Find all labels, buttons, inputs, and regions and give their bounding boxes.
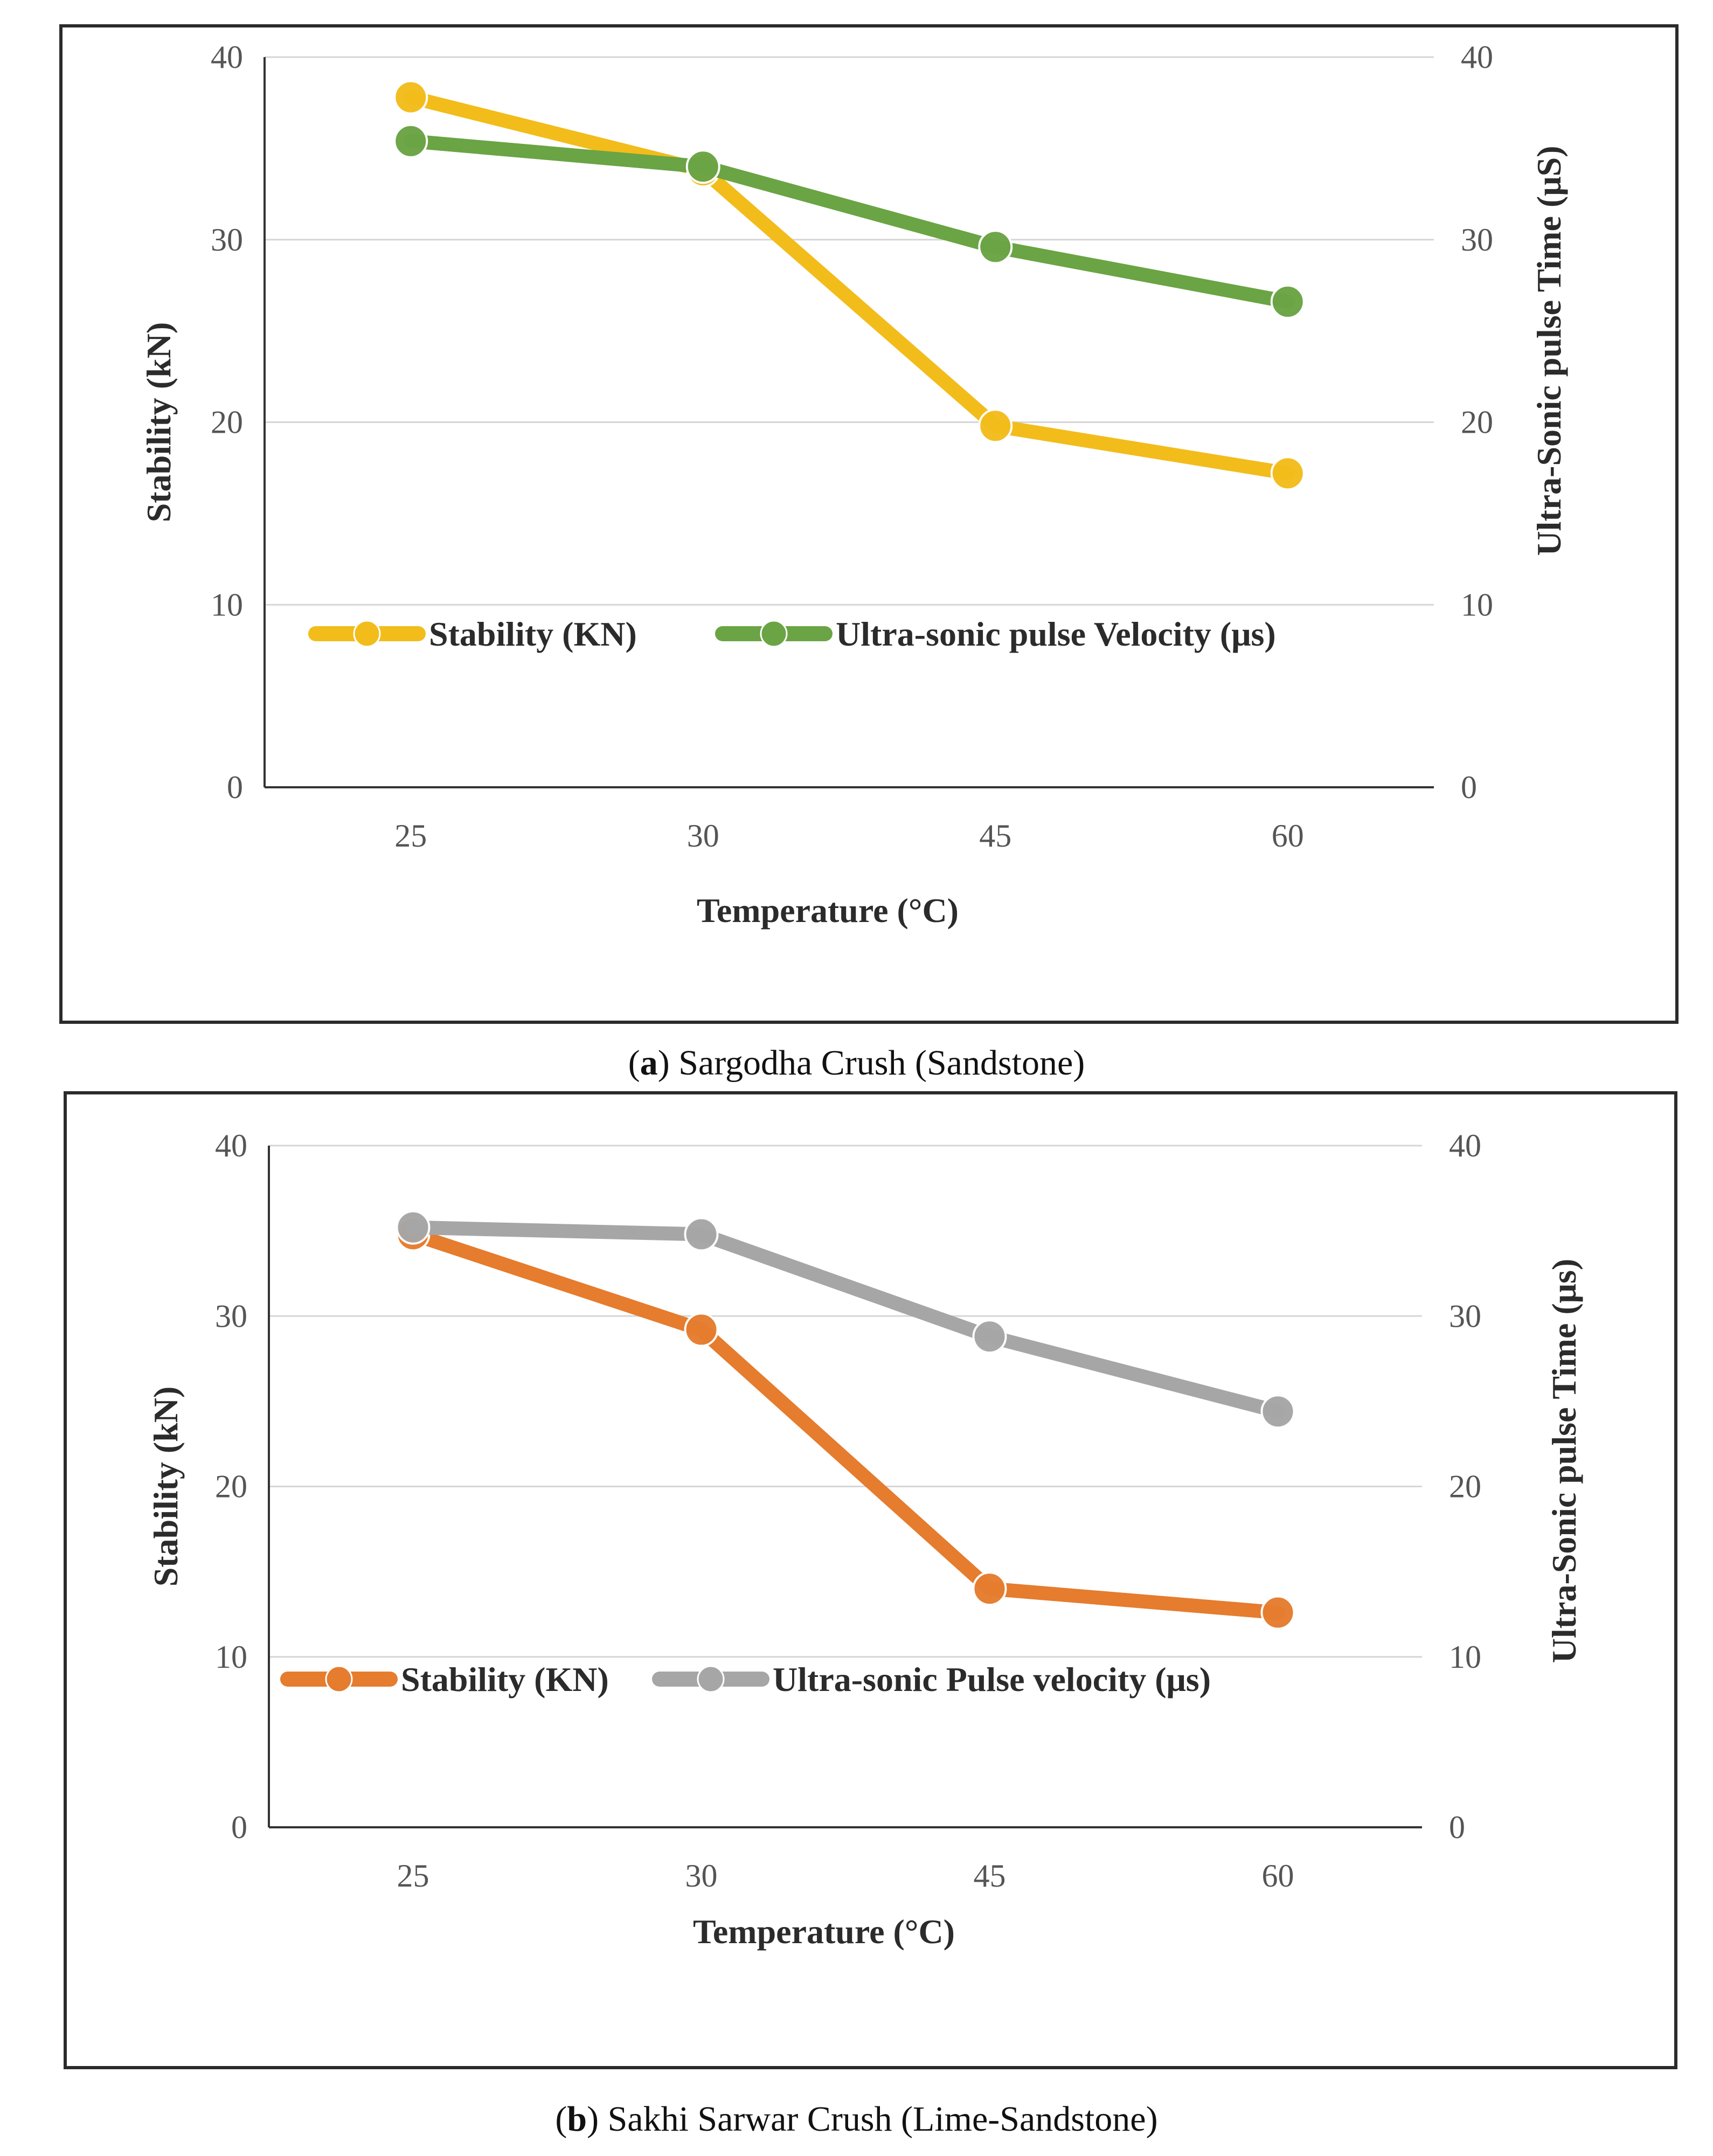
y2-tick-label: 0 [1449,1810,1465,1845]
caption-text-a: Sargodha Crush (Sandstone) [678,1043,1085,1083]
y2-tick-label: 40 [1461,39,1493,75]
y2-tick-label: 30 [1449,1298,1481,1334]
data-point [972,1571,1007,1606]
y-axis-title: Stability (kN) [140,322,178,523]
y2-tick-label: 40 [1449,1128,1481,1163]
y2-tick-label: 20 [1449,1469,1481,1505]
data-point [972,1319,1007,1354]
chart-a: 0 10 20 30 40 0 10 20 30 40 25 30 45 60 Temperature (°… [140,39,1568,930]
data-point [393,123,428,158]
legend-swatch-marker [760,620,788,648]
chart-panel-a: 0 10 20 30 40 0 10 20 30 40 25 30 45 60 Temperature (°… [59,24,1679,1024]
caption-b: (b) Sakhi Sarwar Crush (Lime-Sandstone) [555,2099,1158,2139]
data-point [393,80,428,115]
y-tick-label: 20 [215,1469,247,1505]
x-tick-label: 45 [974,1858,1006,1894]
data-point [978,408,1013,443]
series-line-1 [406,1227,1285,1620]
data-point [1270,456,1305,491]
y-tick-label: 0 [231,1810,247,1845]
y2-tick-label: 10 [1449,1639,1481,1675]
legend-swatch-marker [697,1665,725,1693]
y2-tick-label: 30 [1461,222,1493,258]
x-tick-label: 60 [1262,1858,1294,1894]
x-axis-title: Temperature (°C) [693,1912,955,1951]
legend-label: Stability (KN) [401,1660,609,1699]
legend-label: Ultra-sonic pulse Velocity (μs) [836,615,1276,653]
legend-swatch-marker [325,1665,353,1693]
y2-axis-title: Ultra-Sonic pulse Time (μs) [1545,1259,1583,1663]
series-line-2 [404,134,1295,309]
series-line-2 [406,1220,1285,1419]
data-point [1270,284,1305,319]
y-tick-label: 0 [227,769,243,805]
data-point [1260,1595,1295,1630]
y-tick-label: 20 [211,405,243,440]
caption-letter-b: b [567,2099,587,2139]
chart-b: 0 10 20 30 40 0 10 20 30 40 25 30 45 60 Temperature (°… [147,1128,1583,1951]
y2-tick-label: 10 [1461,587,1493,622]
series-line-1 [404,90,1295,481]
x-tick-label: 30 [687,818,719,854]
legend-swatch-marker [353,620,381,648]
y-tick-label: 40 [211,39,243,75]
y2-tick-label: 0 [1461,769,1477,805]
data-point [684,1312,719,1347]
x-tick-label: 25 [394,818,427,854]
y-tick-label: 40 [215,1128,247,1163]
data-point [978,230,1013,265]
data-point [684,1217,719,1252]
y-tick-label: 10 [215,1639,247,1675]
x-axis-title: Temperature (°C) [697,891,959,930]
data-point [685,149,720,184]
y2-tick-label: 20 [1461,405,1493,440]
y2-axis-title: Ultra-Sonic pulse Time (μS) [1530,145,1568,556]
y-tick-label: 10 [211,587,243,622]
data-point [1260,1394,1295,1429]
y-axis-title: Stability (kN) [147,1387,185,1587]
x-tick-label: 60 [1272,818,1304,854]
caption-a: (a) Sargodha Crush (Sandstone) [628,1043,1085,1083]
caption-text-b: Sakhi Sarwar Crush (Lime-Sandstone) [607,2099,1158,2139]
x-tick-label: 25 [397,1858,429,1894]
y-tick-label: 30 [215,1298,247,1334]
legend-label: Ultra-sonic Pulse velocity (μs) [773,1660,1211,1699]
legend-label: Stability (KN) [429,615,637,653]
data-point [396,1210,431,1245]
caption-letter-a: a [640,1043,658,1083]
chart-panel-b: 0 10 20 30 40 0 10 20 30 40 25 30 45 60 Temperature (°… [64,1091,1677,2069]
y-tick-label: 30 [211,222,243,258]
x-tick-label: 30 [685,1858,718,1894]
x-tick-label: 45 [979,818,1011,854]
